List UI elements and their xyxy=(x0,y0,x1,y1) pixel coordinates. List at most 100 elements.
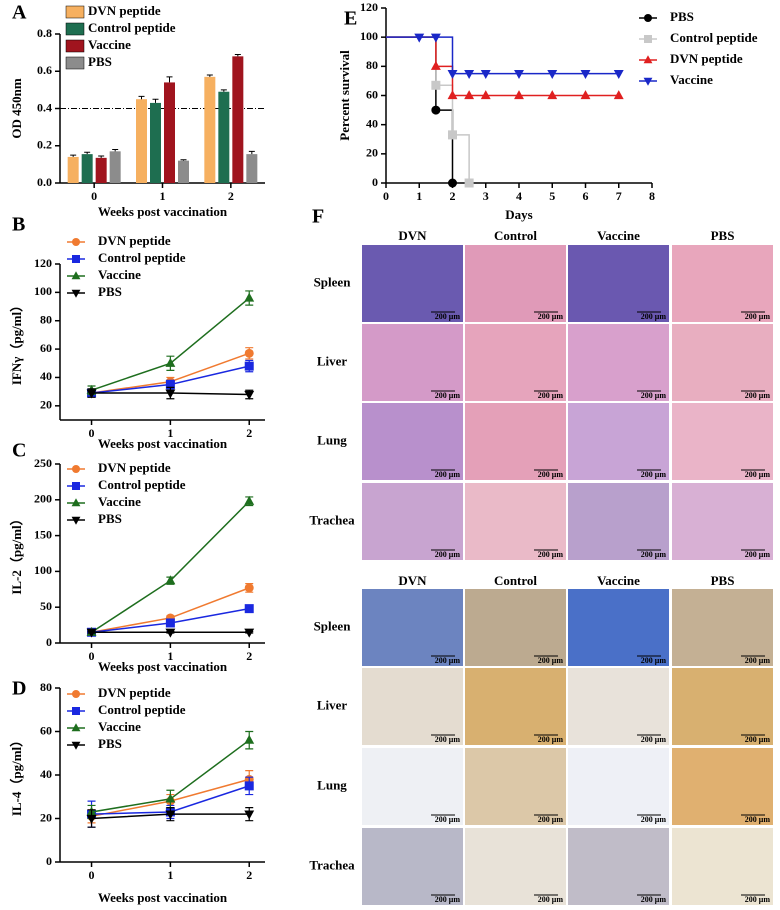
micrograph xyxy=(465,748,566,825)
error-bar xyxy=(234,53,241,57)
y-tick-label: 0.4 xyxy=(37,100,52,114)
marker xyxy=(414,33,425,43)
y-tick-label: 80 xyxy=(40,312,52,326)
marker xyxy=(244,390,255,400)
micrograph xyxy=(465,483,566,560)
legend-label: DVN peptide xyxy=(98,685,171,700)
legend-label: PBS xyxy=(98,736,122,751)
y-tick-label: 150 xyxy=(34,527,52,541)
marker xyxy=(165,357,176,367)
scale-bar-label: 200 μm xyxy=(538,470,564,479)
y-tick-label: 40 xyxy=(40,369,52,383)
x-tick-label: 1 xyxy=(160,189,166,203)
legend-label: Control peptide xyxy=(88,20,176,35)
x-tick-label: 1 xyxy=(167,868,173,882)
micrograph xyxy=(362,245,463,322)
micrograph xyxy=(672,828,773,905)
y-tick-label: 200 xyxy=(34,492,52,506)
marker xyxy=(244,628,255,638)
marker xyxy=(447,90,458,100)
bar xyxy=(95,157,107,183)
micrograph xyxy=(362,403,463,480)
scale-bar-label: 200 μm xyxy=(435,895,461,904)
scale-bar-label: 200 μm xyxy=(641,735,667,744)
series-line xyxy=(386,36,619,97)
marker xyxy=(165,575,176,585)
micrograph xyxy=(672,483,773,560)
x-tick-label: 3 xyxy=(483,189,489,203)
x-tick-label: 0 xyxy=(91,189,97,203)
marker xyxy=(86,389,97,399)
scale-bar-label: 200 μm xyxy=(641,470,667,479)
y-tick-label: 0 xyxy=(46,854,52,868)
y-tick-label: 20 xyxy=(40,810,52,824)
x-tick-label: 7 xyxy=(616,189,622,203)
marker xyxy=(547,90,558,100)
marker xyxy=(431,80,441,90)
x-axis-label: Weeks post vaccination xyxy=(98,436,228,451)
legend-marker xyxy=(71,723,81,732)
x-tick-label: 2 xyxy=(246,649,252,663)
micrograph xyxy=(465,828,566,905)
legend-label: Control peptide xyxy=(670,30,758,45)
error-bar xyxy=(98,155,105,158)
marker xyxy=(165,389,176,399)
legend-label: Vaccine xyxy=(98,494,141,509)
micrograph xyxy=(568,245,669,322)
x-tick-label: 2 xyxy=(246,868,252,882)
bar xyxy=(204,76,216,183)
y-tick-label: 60 xyxy=(40,341,52,355)
micrograph xyxy=(672,668,773,745)
row-label: Trachea xyxy=(309,857,355,872)
scale-bar-label: 200 μm xyxy=(435,312,461,321)
marker xyxy=(86,628,97,638)
micrograph xyxy=(465,589,566,666)
scale-bar-label: 200 μm xyxy=(435,735,461,744)
scale-bar-label: 200 μm xyxy=(435,550,461,559)
micrograph xyxy=(465,403,566,480)
micrograph xyxy=(672,748,773,825)
marker xyxy=(547,70,558,80)
scale-bar-label: 200 μm xyxy=(641,550,667,559)
bar xyxy=(218,91,230,183)
scale-bar-label: 200 μm xyxy=(641,391,667,400)
x-axis-label: Weeks post vaccination xyxy=(98,890,228,905)
legend-label: DVN peptide xyxy=(88,3,161,18)
micrograph xyxy=(568,828,669,905)
legend-swatch xyxy=(65,22,85,36)
series-line xyxy=(386,36,470,183)
legend-marker xyxy=(643,77,653,86)
legend-marker xyxy=(71,516,81,525)
marker xyxy=(448,178,457,188)
bar xyxy=(81,154,93,183)
series-line xyxy=(386,36,454,183)
error-bar xyxy=(152,98,159,103)
y-tick-label: 50 xyxy=(40,599,52,613)
legend-label: Control peptide xyxy=(98,250,186,265)
micrograph xyxy=(568,403,669,480)
error-bar xyxy=(180,159,187,161)
legend-marker xyxy=(72,255,80,263)
scale-bar-label: 200 μm xyxy=(538,550,564,559)
marker xyxy=(244,781,254,791)
y-tick-label: 250 xyxy=(34,456,52,470)
panel-label: C xyxy=(12,440,26,462)
x-tick-label: 1 xyxy=(167,649,173,663)
micrograph xyxy=(362,324,463,401)
x-tick-label: 8 xyxy=(649,189,655,203)
marker xyxy=(480,90,491,100)
scale-bar-label: 200 μm xyxy=(435,391,461,400)
bar xyxy=(150,102,161,183)
scale-bar-label: 200 μm xyxy=(745,391,771,400)
scale-bar-label: 200 μm xyxy=(745,312,771,321)
scale-bar-label: 200 μm xyxy=(538,656,564,665)
legend-label: PBS xyxy=(670,9,694,24)
micrograph xyxy=(362,589,463,666)
error-bar xyxy=(138,95,145,100)
scale-bar-label: 200 μm xyxy=(641,815,667,824)
legend-label: Vaccine xyxy=(98,267,141,282)
error-bar xyxy=(70,154,77,157)
y-tick-label: 120 xyxy=(34,256,52,270)
panel-label: D xyxy=(12,678,26,700)
scale-bar-label: 200 μm xyxy=(538,391,564,400)
